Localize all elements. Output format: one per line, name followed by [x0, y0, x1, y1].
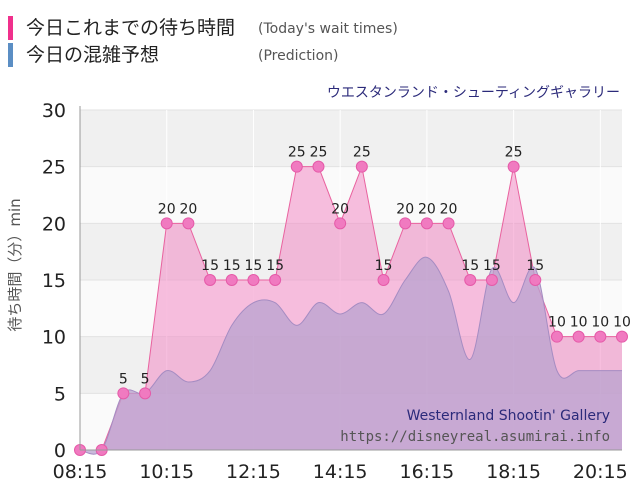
- data-point: [355, 160, 368, 173]
- series-areas: [79, 164, 622, 455]
- y-tick-label: 30: [42, 100, 66, 122]
- watermark-title: Westernland Shootin' Gallery: [407, 408, 610, 424]
- data-label: 15: [266, 258, 284, 274]
- legend-swatch-prediction: [8, 43, 13, 67]
- data-point: [507, 160, 520, 173]
- data-point: [334, 217, 347, 230]
- data-label: 20: [396, 201, 414, 217]
- data-label: 15: [245, 258, 263, 274]
- data-label: 20: [418, 201, 436, 217]
- data-label: 10: [591, 315, 609, 331]
- data-label: 15: [223, 258, 241, 274]
- data-label: 20: [158, 201, 176, 217]
- x-tick-label: 16:15: [399, 461, 454, 483]
- x-tick-label: 12:15: [226, 461, 281, 483]
- y-tick-label: 10: [42, 327, 66, 349]
- x-tick-label: 10:15: [139, 461, 194, 483]
- x-tick-label: 14:15: [313, 461, 368, 483]
- data-point: [312, 160, 325, 173]
- data-label: 5: [119, 371, 128, 387]
- data-label: 5: [141, 371, 150, 387]
- x-tick-label: 18:15: [486, 461, 541, 483]
- data-point: [529, 274, 542, 286]
- chart-title: ウエスタンランド・シューティングギャラリー: [327, 85, 620, 101]
- data-point: [550, 330, 563, 343]
- y-tick-label: 0: [54, 440, 66, 462]
- data-label: 20: [440, 201, 458, 217]
- data-label: 15: [201, 258, 219, 274]
- data-label: 25: [310, 145, 328, 161]
- y-tick-label: 5: [54, 383, 66, 405]
- data-point: [442, 217, 455, 230]
- y-tick-label: 25: [42, 157, 66, 179]
- data-label: 15: [375, 258, 393, 274]
- y-tick-label: 15: [42, 270, 66, 292]
- y-axis-label: 待ち時間（分）min: [6, 198, 24, 331]
- data-label: 15: [461, 258, 479, 274]
- data-point: [204, 274, 217, 286]
- y-tick-label: 20: [42, 213, 66, 235]
- series-line-prediction: [79, 256, 622, 455]
- data-point: [117, 387, 130, 400]
- axes: 0 5 10 15 20 25 30 08:15 10:15 12:15 14:15 16:15 18:…: [42, 100, 628, 483]
- data-point: [290, 160, 303, 173]
- data-point: [182, 217, 195, 230]
- data-label: 25: [505, 145, 523, 161]
- data-point: [616, 330, 628, 343]
- plot-band: [80, 110, 622, 167]
- data-point: [572, 330, 585, 343]
- data-point: [594, 330, 607, 343]
- legend-desc-prediction: (Prediction): [258, 48, 339, 64]
- x-tick-label: 20:15: [573, 461, 628, 483]
- legend-swatch-actual: [8, 16, 13, 40]
- data-label: 10: [548, 315, 566, 331]
- data-point: [377, 274, 390, 286]
- data-label: 10: [570, 315, 588, 331]
- data-point: [399, 217, 412, 230]
- data-label: 15: [526, 258, 544, 274]
- data-label: 10: [613, 315, 631, 331]
- data-point: [464, 274, 477, 286]
- data-label: 20: [179, 201, 197, 217]
- series-area-prediction: [80, 257, 622, 455]
- data-label: 25: [353, 145, 371, 161]
- data-point: [160, 217, 173, 230]
- data-label: 20: [331, 201, 349, 217]
- data-label: 15: [483, 258, 501, 274]
- data-point: [269, 274, 282, 286]
- legend-label-prediction: 今日の混雑予想: [26, 44, 160, 66]
- data-point: [420, 217, 433, 230]
- data-point: [247, 274, 260, 286]
- data-point: [139, 387, 152, 400]
- x-tick-label: 08:15: [53, 461, 108, 483]
- legend-label-actual: 今日これまでの待ち時間: [26, 17, 236, 39]
- legend-desc-actual: (Today's wait times): [258, 21, 398, 37]
- data-point: [225, 274, 238, 286]
- data-label: 25: [288, 145, 306, 161]
- data-point: [485, 274, 498, 286]
- watermark-url: https://disneyreal.asumirai.info: [340, 429, 610, 445]
